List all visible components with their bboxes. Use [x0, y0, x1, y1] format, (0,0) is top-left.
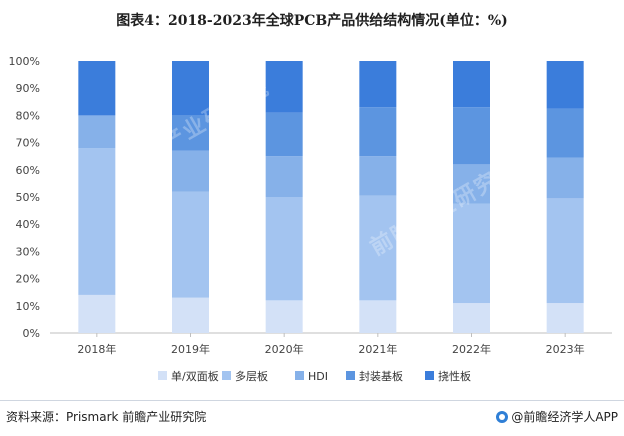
bar-segment [172, 191, 209, 298]
legend-swatch [425, 371, 434, 380]
y-tick-label: 0% [23, 327, 40, 340]
bar-segment [265, 112, 303, 157]
bar-segment [172, 297, 209, 333]
bar-segment [546, 303, 584, 333]
legend-label: HDI [308, 370, 328, 383]
bar-segment [265, 61, 303, 113]
legend-label: 封装基板 [359, 369, 403, 383]
y-tick-label: 20% [16, 273, 40, 286]
bar-segment [453, 107, 490, 165]
legend-swatch [222, 371, 231, 380]
bar-segment [359, 61, 397, 108]
bar-segment [359, 195, 397, 301]
y-tick-label: 60% [16, 164, 40, 177]
y-tick-label: 80% [16, 109, 40, 122]
y-tick-label: 10% [16, 300, 40, 313]
brand-logo-icon [496, 410, 509, 423]
x-tick-label: 2019年 [171, 342, 210, 356]
bar-segment [546, 157, 584, 199]
bar-segment [78, 148, 116, 295]
bar-segment [359, 107, 397, 157]
y-tick-label: 50% [16, 191, 40, 204]
legend-label: 挠性板 [438, 369, 471, 383]
brand-text: @前瞻经济学人APP [511, 410, 618, 424]
source-note: 资料来源：Prismark 前瞻产业研究院 [6, 410, 207, 424]
x-tick-label: 2022年 [452, 342, 491, 356]
bar-segment [78, 61, 116, 116]
legend-label: 多层板 [235, 369, 268, 383]
brand-credit: @前瞻经济学人APP [496, 408, 618, 425]
bar-segment [265, 156, 303, 197]
y-tick-label: 30% [16, 245, 40, 258]
bar-segment [359, 156, 397, 196]
bar-segment [265, 197, 303, 301]
footer-divider [0, 400, 624, 401]
y-tick-label: 40% [16, 218, 40, 231]
bar-segment [172, 115, 209, 151]
bar-segment [172, 61, 209, 116]
bar-segment [546, 198, 584, 304]
x-tick-label: 2018年 [77, 342, 116, 356]
x-tick-label: 2020年 [265, 342, 304, 356]
bar-segment [172, 150, 209, 192]
y-tick-label: 100% [9, 55, 40, 68]
bar-segment [359, 300, 397, 333]
bar-segment [546, 61, 584, 109]
bar-segment [78, 294, 116, 333]
y-tick-label: 70% [16, 137, 40, 150]
bar-segment [78, 115, 116, 149]
bar-segment [453, 203, 490, 304]
legend-label: 单/双面板 [171, 369, 219, 383]
legend-swatch [346, 371, 355, 380]
bar-segment [546, 108, 584, 158]
x-tick-label: 2021年 [358, 342, 397, 356]
bar-segment [453, 61, 490, 108]
chart-title: 图表4：2018-2023年全球PCB产品供给结构情况(单位：%) [116, 13, 508, 29]
bar-segment [265, 300, 303, 333]
bar-segment [453, 303, 490, 333]
y-tick-label: 90% [16, 82, 40, 95]
legend-swatch [158, 371, 167, 380]
bar-segment [453, 164, 490, 204]
legend-swatch [295, 371, 304, 380]
x-tick-label: 2023年 [546, 342, 585, 356]
